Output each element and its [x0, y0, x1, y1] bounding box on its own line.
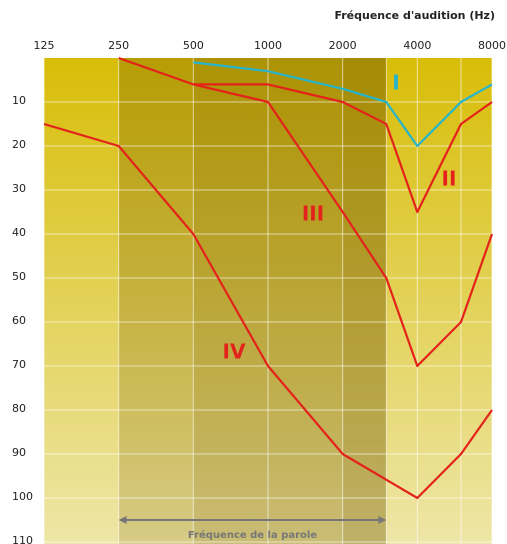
speech-band-core — [193, 58, 387, 544]
speech-label: Fréquence de la parole — [188, 529, 317, 541]
series-label: I — [392, 71, 399, 95]
y-tick-label: 30 — [12, 182, 26, 195]
series-line — [193, 61, 493, 148]
series-line — [193, 83, 493, 214]
y-tick-label: 90 — [12, 446, 26, 459]
y-tick-label: 60 — [12, 314, 26, 327]
x-tick-label: 125 — [34, 39, 55, 52]
series-label: II — [442, 167, 457, 191]
y-tick-label: 110 — [12, 534, 33, 544]
x-tick-label: 4000 — [403, 39, 431, 52]
x-tick-label: 250 — [108, 39, 129, 52]
y-tick-label: 10 — [12, 94, 26, 107]
y-tick-label: 100 — [12, 490, 33, 503]
y-tick-label: 20 — [12, 138, 26, 151]
series-label: III — [302, 202, 324, 226]
y-tick-label: 80 — [12, 402, 26, 415]
speech-band — [118, 58, 387, 544]
x-tick-label: 8000 — [478, 39, 506, 52]
x-tick-label: 1000 — [254, 39, 282, 52]
y-tick-label: 50 — [12, 270, 26, 283]
series-line — [118, 56, 494, 368]
y-tick-label: 40 — [12, 226, 26, 239]
y-tick-label: 70 — [12, 358, 26, 371]
speech-band-core — [342, 58, 387, 544]
x-tick-label: 2000 — [329, 39, 357, 52]
series-label: IV — [223, 340, 246, 364]
chart-title: Fréquence d'audition (Hz) — [334, 9, 495, 22]
x-tick-label: 500 — [183, 39, 204, 52]
series-line — [43, 122, 493, 500]
